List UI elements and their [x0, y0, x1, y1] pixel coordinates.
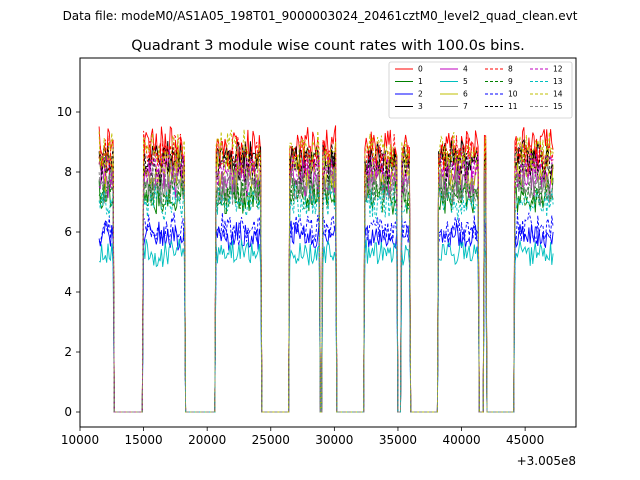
y-tick-label: 0 [64, 405, 72, 419]
chart-title: Quadrant 3 module wise count rates with … [131, 38, 525, 54]
axes-frame [79, 57, 577, 428]
legend-label-15: 15 [553, 102, 563, 111]
series-line-13 [98, 184, 554, 413]
legend-label-14: 14 [553, 90, 563, 99]
y-tick-label: 8 [64, 165, 72, 179]
x-tick-label: 35000 [379, 433, 417, 447]
x-tick-label: 45000 [506, 433, 544, 447]
x-axis: 10000 15000 20000 25000 30000 35000 40000 45000 [61, 427, 544, 447]
x-tick-label: 40000 [442, 433, 480, 447]
legend-label-1: 1 [418, 77, 423, 86]
x-tick-label: 30000 [315, 433, 353, 447]
legend-label-8: 8 [508, 65, 513, 74]
legend-label-9: 9 [508, 77, 513, 86]
x-tick-label: 15000 [124, 433, 162, 447]
y-tick-label: 4 [64, 285, 72, 299]
legend-label-4: 4 [463, 65, 468, 74]
plot-lines [98, 125, 554, 413]
series-line-10 [98, 212, 554, 413]
legend-label-3: 3 [418, 102, 423, 111]
legend-label-10: 10 [508, 90, 518, 99]
x-tick-label: 25000 [252, 433, 290, 447]
series-line-2 [98, 220, 554, 413]
series-line-9 [98, 173, 554, 413]
series-line-3 [98, 138, 554, 413]
y-tick-label: 10 [57, 105, 72, 119]
series-line-12 [98, 149, 554, 413]
legend-label-5: 5 [463, 77, 468, 86]
x-tick-label: 20000 [188, 433, 226, 447]
legend-label-7: 7 [463, 102, 468, 111]
legend-label-12: 12 [553, 65, 563, 74]
legend-label-11: 11 [508, 102, 518, 111]
legend-label-13: 13 [553, 77, 563, 86]
series-line-0 [98, 125, 554, 413]
series-line-5 [98, 238, 554, 413]
legend-box [388, 61, 573, 119]
y-tick-label: 2 [64, 345, 72, 359]
y-tick-label: 6 [64, 225, 72, 239]
series-line-14 [98, 129, 554, 413]
figure-suptitle: Data file: modeM0/AS1A05_198T01_90000030… [63, 9, 578, 23]
y-axis: 0 2 4 6 8 10 [57, 105, 80, 419]
legend-label-0: 0 [418, 65, 423, 74]
legend-label-2: 2 [418, 90, 423, 99]
x-tick-label: 10000 [61, 433, 99, 447]
series-line-8 [98, 130, 554, 413]
legend-label-6: 6 [463, 90, 468, 99]
x-offset-label: +3.005e8 [517, 454, 576, 468]
